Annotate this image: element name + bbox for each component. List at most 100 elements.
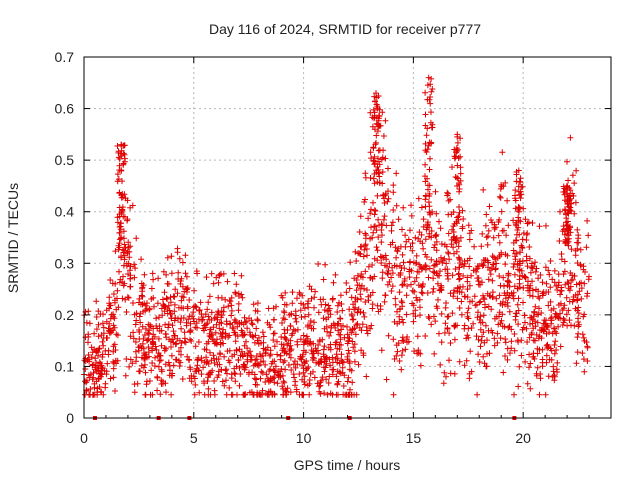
data-point [95,365,102,372]
data-point [456,276,463,283]
data-point [249,321,256,328]
data-point [168,270,175,277]
data-point [531,263,538,270]
data-point [435,296,441,303]
data-point [355,361,362,368]
data-point [379,169,386,175]
data-point [549,276,556,283]
data-point [379,275,386,282]
data-point [471,243,478,250]
data-point [371,161,378,168]
data-point [470,320,477,327]
data-point [573,281,580,288]
data-point [551,342,558,348]
data-point [499,302,506,308]
data-point [424,125,431,132]
data-point [558,256,565,263]
data-point [369,301,376,308]
data-point [352,304,359,311]
data-point [505,222,512,229]
data-points [81,74,592,398]
data-point [519,272,526,279]
data-point [93,314,100,320]
data-point [215,308,222,315]
data-point [120,273,126,280]
data-point [95,308,102,315]
data-point [236,382,243,389]
data-point [498,251,505,258]
data-point [494,339,501,346]
data-point [141,361,148,368]
data-point [574,297,580,304]
data-point [228,302,235,309]
data-point [270,375,277,382]
data-point [357,291,364,298]
data-point [334,359,341,366]
data-point [305,298,312,305]
data-point [153,315,160,322]
data-point [539,324,546,331]
data-point [118,253,125,260]
data-point [568,322,574,329]
data-point [564,322,571,329]
data-point [493,295,500,302]
data-point [429,289,436,295]
data-point [488,217,494,223]
data-point [226,332,233,339]
data-point [557,343,564,350]
data-point [456,275,463,282]
data-point [195,339,202,345]
data-point [468,227,475,234]
data-point [373,244,380,251]
data-point [490,261,496,268]
data-point [156,314,162,321]
data-point [315,261,322,267]
data-point [257,375,264,382]
data-point [454,183,461,189]
data-point [206,371,212,378]
data-point [407,227,413,234]
data-point [409,240,416,247]
data-point [566,192,573,199]
data-point [402,346,409,353]
data-point [498,183,505,190]
data-point [512,205,519,212]
data-point [86,356,93,363]
data-point [508,338,515,345]
data-point [240,332,247,339]
data-point [172,315,179,321]
data-point [438,241,445,247]
data-point [351,358,358,365]
data-point [374,257,381,264]
data-point [259,369,266,376]
data-point [114,219,121,226]
data-point [123,309,130,315]
data-point [180,294,187,301]
data-point [340,359,347,366]
data-point [505,272,512,279]
data-point [126,254,133,261]
data-point [547,315,554,322]
data-point [412,234,419,241]
data-point [527,385,534,392]
data-point [120,282,127,289]
data-point [504,197,511,204]
data-point [194,362,201,369]
data-point [299,391,305,398]
data-point [302,337,309,344]
data-point [386,260,393,267]
data-point [215,368,222,375]
data-point [544,324,551,331]
data-point [379,269,386,276]
data-point [510,247,517,254]
data-point [390,336,397,343]
data-point [431,350,438,357]
data-point [104,334,111,341]
data-point [474,391,481,398]
data-point [362,242,369,249]
data-point [468,272,475,279]
data-point [420,281,426,287]
data-point [106,294,113,301]
data-point [524,339,531,345]
data-point [325,344,332,351]
